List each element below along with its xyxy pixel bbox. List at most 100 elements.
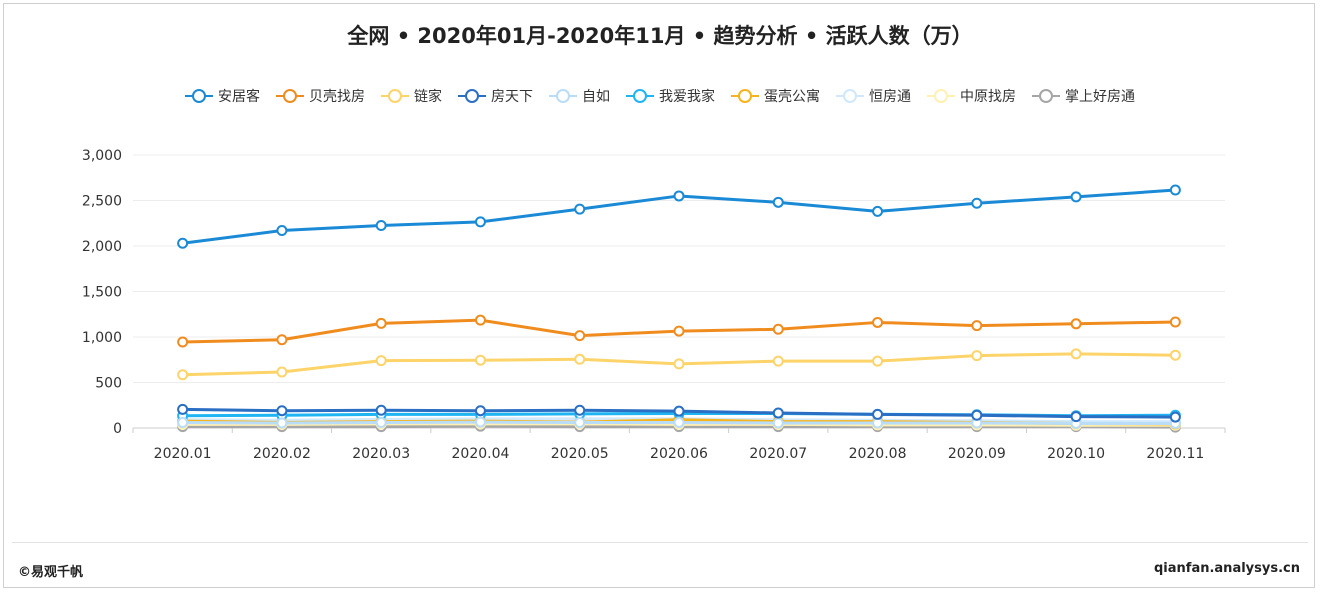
x-tick-label: 2020.07 (749, 446, 807, 462)
data-point (474, 314, 486, 326)
y-tick-label: 1,000 (82, 330, 122, 346)
series-4 (177, 403, 1181, 423)
data-point (574, 404, 586, 416)
legend-item: 安居客 (185, 88, 260, 105)
data-point (772, 417, 784, 429)
data-point (474, 354, 486, 366)
legend-label: 贝壳找房 (309, 88, 365, 105)
legend-marker (934, 89, 948, 103)
data-point (177, 403, 189, 415)
data-point (276, 405, 288, 417)
data-point (1169, 184, 1181, 196)
series-5 (177, 416, 1181, 429)
data-point (177, 336, 189, 348)
legend-marker (738, 89, 752, 103)
data-point (474, 216, 486, 228)
x-tick-label: 2020.02 (253, 446, 311, 462)
legend-item: 自如 (549, 89, 610, 105)
legend-item: 蛋壳公寓 (731, 88, 820, 105)
x-axis: 2020.01 2020.02 2020.03 2020.04 2020.05 2020.… (132, 427, 1226, 462)
legend-label: 蛋壳公寓 (764, 88, 820, 105)
legend-label: 自如 (582, 89, 610, 105)
legend-item: 链家 (381, 88, 442, 105)
data-point (772, 407, 784, 419)
data-point (375, 220, 387, 232)
legend-marker (388, 89, 402, 103)
chart-frame (3, 3, 1315, 588)
x-tick-label: 2020.01 (154, 446, 212, 462)
x-tick-label: 2020.06 (650, 446, 708, 462)
data-point (375, 355, 387, 367)
legend: 安居客 贝壳找房 链家 房天下 自如 我爱我家 蛋壳公寓 恒房通 中原找房 掌上好房通 (185, 88, 1135, 105)
legend-label: 我爱我家 (659, 88, 715, 105)
data-point (772, 323, 784, 335)
legend-label: 掌上好房通 (1065, 89, 1135, 105)
data-point (673, 417, 685, 429)
data-point (1070, 411, 1082, 423)
legend-item: 掌上好房通 (1032, 89, 1135, 105)
grid-lines (133, 154, 1225, 383)
footer-divider (12, 542, 1308, 543)
y-tick-label: 1,500 (82, 285, 122, 301)
chart-title: 全网 • 2020年01月-2020年11月 • 趋势分析 • 活跃人数（万） (347, 24, 973, 48)
data-point (872, 205, 884, 217)
data-point (1169, 316, 1181, 328)
data-point (375, 404, 387, 416)
y-tick-label: 500 (95, 376, 122, 392)
series-3 (177, 348, 1181, 381)
legend-marker (556, 89, 570, 103)
x-tick-label: 2020.04 (452, 446, 510, 462)
data-point (375, 417, 387, 429)
y-axis: 0 500 1,000 1,500 2,000 2,500 3,000 (82, 148, 122, 437)
data-point (1070, 191, 1082, 203)
legend-label: 房天下 (491, 89, 533, 105)
data-point (177, 417, 189, 429)
data-point (177, 237, 189, 249)
y-tick-label: 2,500 (82, 194, 122, 210)
data-point (971, 320, 983, 332)
legend-label: 恒房通 (869, 89, 911, 105)
x-tick-label: 2020.11 (1146, 446, 1204, 462)
data-point (872, 316, 884, 328)
x-tick-label: 2020.10 (1047, 446, 1105, 462)
data-point (1070, 348, 1082, 360)
x-tick-label: 2020.08 (849, 446, 907, 462)
legend-item: 贝壳找房 (276, 88, 365, 105)
data-point (276, 366, 288, 378)
data-point (177, 369, 189, 381)
x-tick-label: 2020.09 (948, 446, 1006, 462)
data-point (1070, 318, 1082, 330)
legend-marker (465, 89, 479, 103)
data-point (673, 190, 685, 202)
legend-label: 安居客 (218, 88, 260, 105)
data-point (872, 408, 884, 420)
data-point (574, 203, 586, 215)
legend-marker (633, 89, 647, 103)
data-point (276, 417, 288, 429)
y-tick-label: 0 (113, 421, 122, 437)
data-point (772, 355, 784, 367)
data-point (276, 334, 288, 346)
x-tick-label: 2020.05 (551, 446, 609, 462)
data-point (971, 409, 983, 421)
data-point (474, 405, 486, 417)
data-point (971, 197, 983, 209)
series-2 (177, 314, 1181, 348)
data-point (872, 355, 884, 367)
y-tick-label: 3,000 (82, 148, 122, 164)
data-point (673, 358, 685, 370)
legend-item: 恒房通 (836, 89, 911, 105)
data-point (276, 225, 288, 237)
data-point (971, 350, 983, 362)
legend-label: 链家 (414, 88, 442, 105)
legend-item: 我爱我家 (626, 88, 715, 105)
legend-marker (192, 89, 206, 103)
legend-marker (283, 89, 297, 103)
data-point (375, 317, 387, 329)
footer-url: qianfan.analysys.cn (1154, 561, 1300, 576)
data-point (772, 196, 784, 208)
legend-item: 中原找房 (927, 89, 1016, 105)
legend-marker (1039, 89, 1053, 103)
data-point (673, 325, 685, 337)
